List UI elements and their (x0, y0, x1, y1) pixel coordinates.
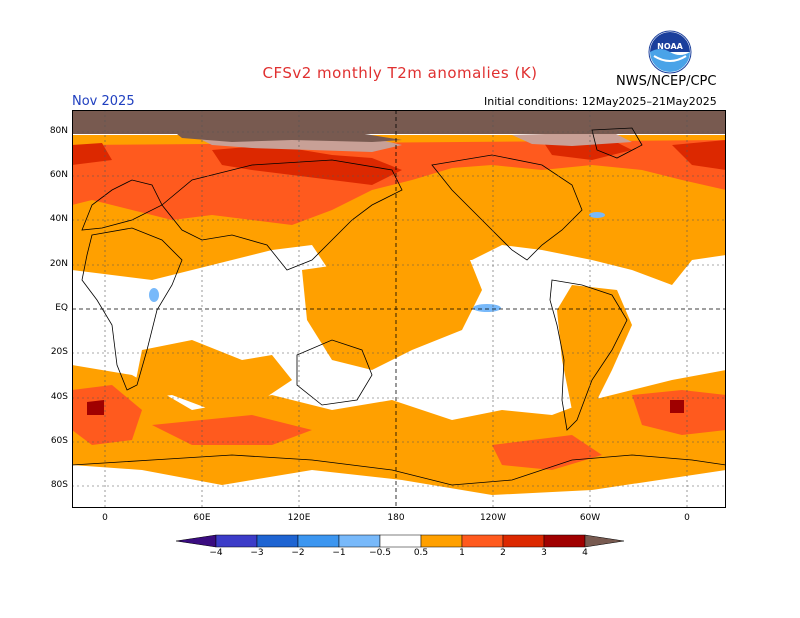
lat-label: 40N (49, 214, 68, 224)
lon-label: 120E (287, 513, 311, 523)
colorbar-label: 4 (582, 548, 588, 558)
colorbar-label: 1 (459, 548, 465, 558)
anomaly-region-arctic-brown-lobe (172, 128, 402, 142)
colorbar-swatch-m3-m2 (256, 534, 299, 548)
lon-label: 60E (193, 513, 211, 523)
anomaly-region-south-darkred-2 (670, 400, 684, 413)
anomaly-region-samerica-orange (557, 285, 632, 410)
anomaly-region-eq-pacific-blue (473, 304, 501, 312)
initial-conditions: Initial conditions: 12May2025–21May2025 (484, 95, 717, 108)
colorbar-swatch-p05-p1 (420, 534, 463, 548)
lat-label: 80N (49, 126, 68, 136)
colorbar-label: 3 (541, 548, 547, 558)
colorbar-swatch-lt-m4 (175, 534, 217, 548)
lat-label: 40S (50, 392, 68, 402)
colorbar (175, 534, 625, 548)
lat-label: 60N (49, 170, 68, 180)
colorbar-label: −3 (250, 548, 264, 558)
lon-label: 120W (479, 513, 507, 523)
lon-label: 180 (387, 513, 405, 523)
colorbar-label: −4 (209, 548, 223, 558)
anomaly-region-south-red-3 (152, 415, 312, 445)
colorbar-swatch-p2-p3 (502, 534, 545, 548)
lat-label: 20N (49, 259, 68, 269)
map-frame (72, 110, 726, 508)
graticule (72, 110, 726, 508)
anomaly-region-arctic-pink (192, 132, 632, 152)
lon-label: 0 (684, 513, 690, 523)
anomaly-map (72, 110, 726, 508)
colorbar-label: −0.5 (369, 548, 391, 558)
anomaly-region-africa-blue (149, 288, 159, 302)
colorbar-label: −1 (332, 548, 346, 558)
colorbar-swatch-gt-p5 (584, 534, 625, 548)
colorbar-swatch-m4-m3 (215, 534, 258, 548)
lat-label: 80S (50, 480, 68, 490)
anomaly-region-pacific-orange (302, 240, 482, 370)
colorbar-swatch-p3-p4 (543, 534, 586, 548)
colorbar-label: 2 (500, 548, 506, 558)
anomaly-region-siberia-darkred (212, 145, 402, 185)
forecast-month: Nov 2025 (72, 94, 135, 109)
anomaly-region-south-red-1 (72, 385, 142, 445)
equator-dateline (72, 110, 726, 508)
anomaly-region-south-darkred-1 (87, 400, 104, 415)
colorbar-swatch-m2-m1 (297, 534, 340, 548)
chart-title: CFSv2 monthly T2m anomalies (K) (262, 64, 538, 82)
lat-label: 20S (50, 347, 68, 357)
noaa-logo-icon: NOAA (648, 30, 692, 74)
colorbar-label: −2 (291, 548, 305, 558)
anomaly-region-indian-orange (132, 340, 292, 410)
colorbar-swatch-neutral (379, 534, 422, 548)
lat-label: 60S (50, 436, 68, 446)
anomaly-region-south-red-4 (492, 435, 602, 470)
lon-label: 0 (102, 513, 108, 523)
lon-label: 60W (579, 513, 601, 523)
anomaly-region-atlantic-blue (589, 212, 605, 218)
colorbar-label: 0.5 (413, 548, 429, 558)
noaa-logo-text: NOAA (657, 42, 683, 51)
coastlines (72, 127, 726, 486)
lat-label: EQ (55, 303, 68, 313)
colorbar-swatch-p1-p2 (461, 534, 504, 548)
agency-label: NWS/NCEP/CPC (616, 74, 717, 89)
colorbar-swatch-m1-m05 (338, 534, 381, 548)
